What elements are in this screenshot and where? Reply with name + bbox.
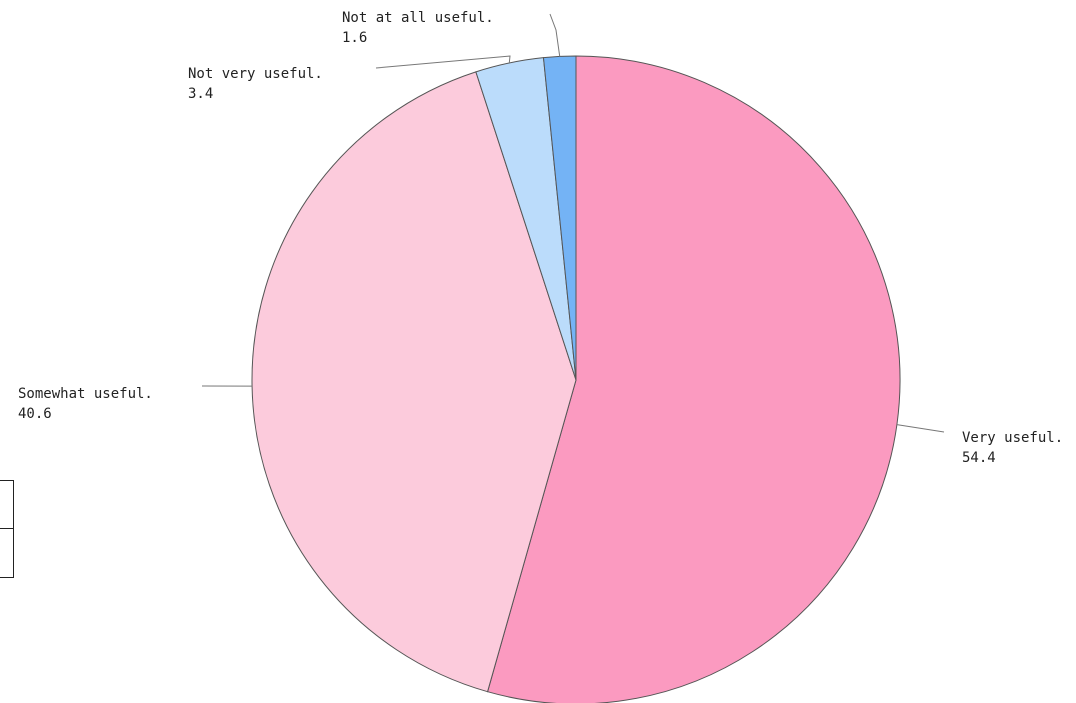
slice-value-2: 40.6: [18, 406, 52, 422]
slice-label-4: Not at all useful.: [342, 10, 494, 26]
slice-labels: Very useful. 54.4 Somewhat useful. 40.6 Not …: [18, 10, 1063, 466]
leader-line-1: [896, 424, 945, 433]
slice-value-3: 3.4: [188, 86, 213, 102]
slice-label-1: Very useful.: [962, 430, 1063, 446]
table-fragment: [0, 480, 14, 578]
slice-label-2: Somewhat useful.: [18, 386, 153, 402]
slice-value-4: 1.6: [342, 30, 367, 46]
slice-label-3: Not very useful.: [188, 66, 323, 82]
leader-line-4: [549, 13, 561, 57]
leader-line-3: [375, 55, 511, 69]
leader-lines: [201, 13, 945, 433]
slice-value-1: 54.4: [962, 450, 996, 466]
pie-slices: [251, 55, 901, 703]
pie-slice-4: [542, 55, 577, 381]
